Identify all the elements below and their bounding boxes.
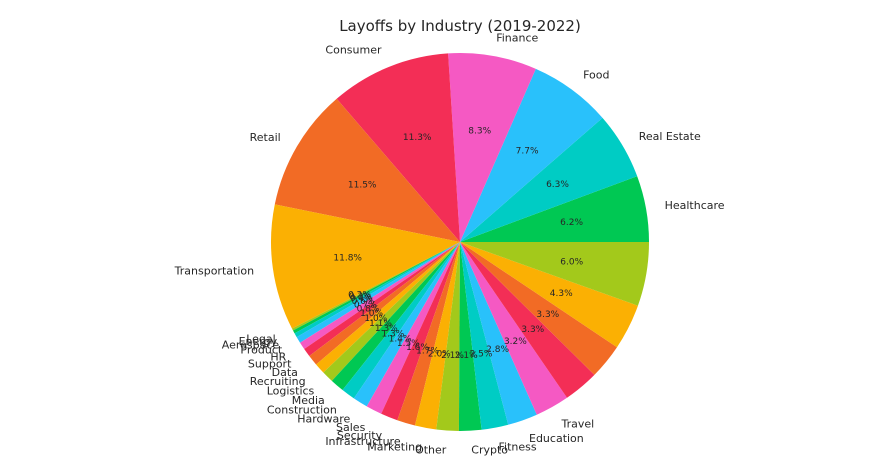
category-label-transportation: Transportation xyxy=(174,265,254,278)
category-label-sales: Sales xyxy=(336,421,366,434)
slice-energy xyxy=(293,242,460,334)
pct-label-crypto: 2.1% xyxy=(455,351,478,361)
pct-label-slice-29: 3.3% xyxy=(536,310,559,320)
pct-label-travel: 3.2% xyxy=(504,337,527,347)
category-label-security: Security xyxy=(337,429,383,442)
pct-label-slice-30: 4.3% xyxy=(550,289,573,299)
slice-product xyxy=(296,242,460,343)
category-label-consumer: Consumer xyxy=(325,44,382,57)
category-label-healthcare: Healthcare xyxy=(665,199,725,212)
pct-label-legal: 0.2% xyxy=(348,291,371,301)
slice-hardware xyxy=(353,242,460,407)
category-label-hardware: Hardware xyxy=(297,413,350,426)
pct-label-marketing: 2.0% xyxy=(428,350,451,360)
slice-slice-30 xyxy=(460,242,638,348)
slice-security xyxy=(381,242,460,421)
pct-label-support: 0.8% xyxy=(357,304,380,314)
pct-label-energy: 0.3% xyxy=(349,292,372,302)
category-label-infrastructure: Infrastructure xyxy=(325,435,401,448)
pct-label-aerospace: 0.4% xyxy=(350,294,373,304)
pct-label-hr: 0.7% xyxy=(354,300,377,310)
slice-finance xyxy=(448,53,536,243)
slice-aerospace xyxy=(294,242,460,338)
pct-label-consumer: 11.3% xyxy=(403,133,432,143)
category-label-construction: Construction xyxy=(267,404,337,417)
pct-label-retail: 11.5% xyxy=(348,181,377,191)
slice-slice-29 xyxy=(460,242,617,375)
slice-support xyxy=(304,242,460,357)
pct-label-logistics: 1.1% xyxy=(369,319,392,329)
category-label-travel: Travel xyxy=(561,417,595,430)
slice-slice-28 xyxy=(460,242,595,398)
slice-crypto xyxy=(458,242,482,432)
slice-construction xyxy=(342,242,460,399)
category-label-energy: Energy xyxy=(239,335,278,348)
slice-hr xyxy=(300,242,460,350)
pct-label-transportation: 11.8% xyxy=(333,254,362,264)
pct-label-construction: 1.3% xyxy=(381,329,404,339)
pct-label-recruiting: 1.0% xyxy=(364,314,387,324)
category-label-finance: Finance xyxy=(496,31,538,44)
category-label-food: Food xyxy=(583,68,609,81)
category-label-retail: Retail xyxy=(250,131,281,144)
pct-label-finance: 8.3% xyxy=(468,126,491,136)
category-label-real-estate: Real Estate xyxy=(639,130,701,143)
slice-data xyxy=(309,242,460,365)
slice-infrastructure xyxy=(397,242,460,426)
pct-label-security: 1.6% xyxy=(406,343,429,353)
pct-label-hardware: 1.4% xyxy=(389,334,412,344)
pct-label-slice-28: 3.3% xyxy=(521,325,544,335)
pct-label-other: 2.1% xyxy=(441,351,464,361)
slice-transportation xyxy=(270,204,460,329)
percent-labels: 6.2%6.3%7.7%8.3%11.3%11.5%11.8%0.2%0.3%0… xyxy=(333,126,583,361)
slice-travel xyxy=(460,242,568,415)
category-label-marketing: Marketing xyxy=(367,440,422,453)
category-label-education: Education xyxy=(529,432,584,445)
slice-marketing xyxy=(414,242,460,430)
slice-sales xyxy=(366,242,460,414)
slice-other xyxy=(436,242,460,431)
category-label-aerospace: Aerospace xyxy=(222,339,280,352)
category-label-data: Data xyxy=(272,366,298,379)
category-label-fitness: Fitness xyxy=(499,440,537,453)
category-label-crypto: Crypto xyxy=(471,444,508,457)
slice-fitness xyxy=(460,242,509,430)
category-label-hr: HR xyxy=(270,350,286,363)
slice-slice-31 xyxy=(460,242,649,306)
slice-education xyxy=(460,242,537,425)
category-label-media: Media xyxy=(292,394,325,407)
pct-label-product: 0.6% xyxy=(352,297,375,307)
slice-real-estate xyxy=(460,117,638,242)
category-label-support: Support xyxy=(248,358,292,371)
slice-recruiting xyxy=(316,242,460,373)
pct-label-food: 7.7% xyxy=(516,147,539,157)
category-label-product: Product xyxy=(240,344,282,357)
pct-label-infrastructure: 1.7% xyxy=(416,347,439,357)
pct-label-real-estate: 6.3% xyxy=(546,180,569,190)
pct-label-education: 2.8% xyxy=(486,345,509,355)
pct-label-healthcare: 6.2% xyxy=(560,218,583,228)
pct-label-data: 1.0% xyxy=(360,309,383,319)
pct-label-fitness: 2.5% xyxy=(470,349,493,359)
slice-media xyxy=(331,242,460,391)
category-label-other: Other xyxy=(415,443,447,456)
slice-retail xyxy=(274,98,460,242)
slice-legal xyxy=(292,242,460,331)
category-label-recruiting: Recruiting xyxy=(250,375,306,388)
pct-label-media: 1.3% xyxy=(375,324,398,334)
category-label-logistics: Logistics xyxy=(267,384,315,397)
category-label-legal: Legal xyxy=(246,332,275,345)
slice-healthcare xyxy=(460,176,649,242)
pie-slices xyxy=(270,53,649,432)
pct-label-slice-31: 6.0% xyxy=(560,257,583,267)
category-labels: Healthcare Real Estate Food Finance Consumer… xyxy=(174,31,725,456)
chart-title: Layoffs by Industry (2019-2022) xyxy=(339,17,581,35)
slice-consumer xyxy=(336,53,460,242)
pct-label-sales: 1.5% xyxy=(397,339,420,349)
slice-food xyxy=(460,68,603,243)
slice-logistics xyxy=(323,242,460,381)
